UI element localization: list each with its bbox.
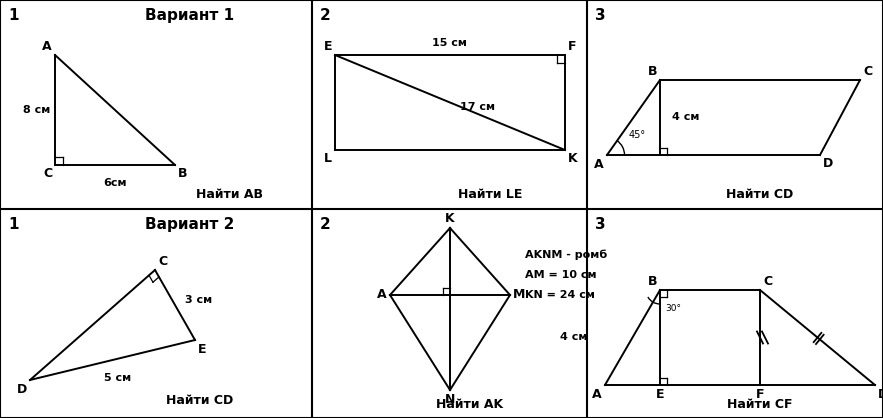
Text: C: C bbox=[763, 275, 772, 288]
Text: 4 см: 4 см bbox=[560, 332, 587, 342]
Text: 8 см: 8 см bbox=[23, 105, 50, 115]
Text: F: F bbox=[568, 40, 577, 53]
Text: 6см: 6см bbox=[103, 178, 127, 188]
Text: Найти AB: Найти AB bbox=[197, 189, 263, 201]
Text: F: F bbox=[756, 388, 765, 401]
Text: A: A bbox=[42, 40, 52, 53]
Text: E: E bbox=[323, 40, 332, 53]
Text: E: E bbox=[656, 388, 664, 401]
Text: 15 см: 15 см bbox=[433, 38, 467, 48]
Text: AKNM - ромб: AKNM - ромб bbox=[525, 250, 608, 260]
Text: 3: 3 bbox=[595, 8, 606, 23]
Text: B: B bbox=[178, 167, 187, 180]
Text: K: K bbox=[568, 152, 577, 165]
Text: A: A bbox=[592, 388, 602, 401]
Text: 3 см: 3 см bbox=[185, 295, 212, 305]
Text: D: D bbox=[17, 383, 27, 396]
Text: C: C bbox=[863, 65, 872, 78]
Text: KN = 24 см: KN = 24 см bbox=[525, 290, 595, 300]
Text: Вариант 2: Вариант 2 bbox=[146, 217, 235, 232]
Text: B: B bbox=[647, 275, 657, 288]
Text: 2: 2 bbox=[320, 8, 331, 23]
Text: 1: 1 bbox=[8, 8, 19, 23]
Text: E: E bbox=[198, 343, 207, 356]
Text: Найти CF: Найти CF bbox=[728, 398, 793, 411]
Text: 45°: 45° bbox=[629, 130, 646, 140]
Text: 3: 3 bbox=[595, 217, 606, 232]
Text: Найти CD: Найти CD bbox=[727, 189, 794, 201]
Text: Вариант 1: Вариант 1 bbox=[146, 8, 235, 23]
Text: AM = 10 см: AM = 10 см bbox=[525, 270, 597, 280]
Text: L: L bbox=[324, 152, 332, 165]
Text: A: A bbox=[377, 288, 387, 301]
Text: 1: 1 bbox=[8, 217, 19, 232]
Text: C: C bbox=[43, 167, 52, 180]
Text: A: A bbox=[594, 158, 604, 171]
Text: M: M bbox=[513, 288, 525, 301]
Text: 2: 2 bbox=[320, 217, 331, 232]
Text: B: B bbox=[647, 65, 657, 78]
Text: Найти LE: Найти LE bbox=[457, 189, 522, 201]
Text: N: N bbox=[445, 393, 456, 406]
Text: 17 см: 17 см bbox=[460, 102, 495, 112]
Text: D: D bbox=[823, 157, 834, 170]
Text: Найти AK: Найти AK bbox=[436, 398, 503, 411]
Text: Найти CD: Найти CD bbox=[166, 393, 234, 406]
Text: C: C bbox=[158, 255, 167, 268]
Text: 4 см: 4 см bbox=[672, 112, 699, 122]
Text: K: K bbox=[445, 212, 455, 225]
Text: D: D bbox=[878, 388, 883, 401]
Text: 5 см: 5 см bbox=[104, 373, 131, 383]
Text: 30°: 30° bbox=[665, 304, 681, 313]
